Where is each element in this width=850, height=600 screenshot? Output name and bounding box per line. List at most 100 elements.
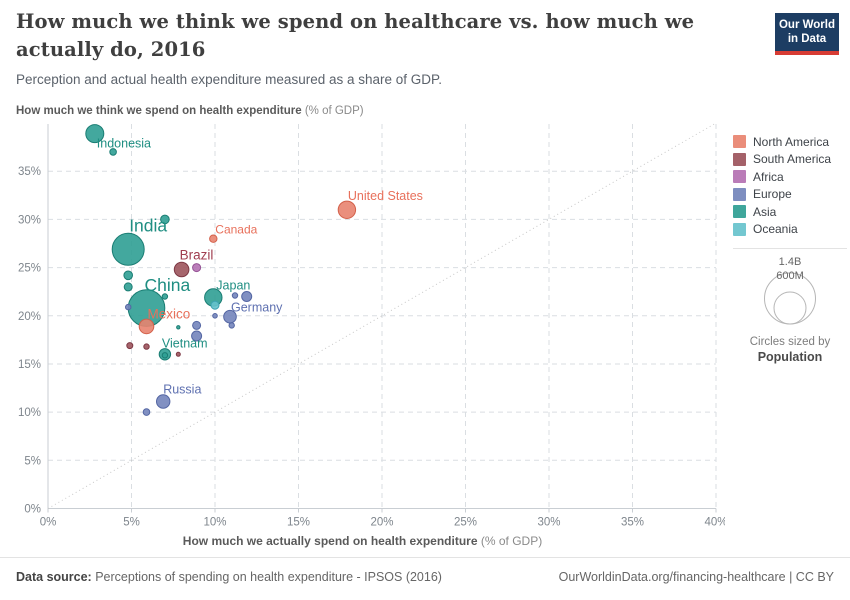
y-tick-label: 20%	[18, 311, 41, 323]
data-source-label: Data source:	[16, 570, 92, 584]
y-tick-label: 15%	[18, 359, 41, 371]
y-axis-title: How much we think we spend on health exp…	[16, 105, 364, 117]
data-point-asia[interactable]	[109, 148, 117, 156]
x-tick-label: 5%	[123, 517, 140, 529]
legend-label-oceania: Oceania	[753, 222, 798, 237]
data-point-india[interactable]	[111, 232, 145, 266]
x-axis-unit: (% of GDP)	[477, 534, 543, 548]
legend-item-africa[interactable]: Africa	[733, 168, 847, 186]
size-label-inner: 600M	[776, 270, 804, 282]
country-label-canada: Canada	[215, 223, 257, 237]
data-point-europe[interactable]	[192, 320, 202, 330]
data-point-south-america[interactable]	[126, 342, 134, 350]
x-tick-label: 20%	[370, 517, 393, 529]
footer-link[interactable]: OurWorldinData.org/financing-healthcare …	[558, 570, 834, 584]
data-point-asia[interactable]	[176, 325, 181, 330]
country-label-russia: Russia	[163, 383, 201, 397]
size-legend-circles: 1.4B 600M	[764, 256, 816, 325]
x-tick-label: 10%	[203, 517, 226, 529]
y-tick-label: 5%	[24, 455, 41, 467]
y-tick-label: 25%	[18, 263, 41, 275]
data-point-asia[interactable]	[161, 293, 169, 300]
data-point-asia[interactable]	[123, 270, 133, 281]
data-source: Data source: Perceptions of spending on …	[16, 570, 442, 584]
country-label-brazil: Brazil	[180, 248, 214, 263]
y-tick-label: 35%	[18, 166, 41, 178]
legend-swatch-south-america	[733, 152, 746, 166]
legend-swatch-europe	[733, 187, 746, 201]
country-label-united-states: United States	[348, 189, 423, 203]
legend-swatch-africa	[733, 170, 746, 184]
legend-label-europe: Europe	[753, 187, 792, 202]
data-point-south-america[interactable]	[143, 343, 150, 350]
data-point-united-states[interactable]	[337, 200, 357, 220]
y-tick-label: 30%	[18, 214, 41, 226]
data-point-brazil[interactable]	[173, 261, 190, 278]
data-point-europe[interactable]	[125, 303, 132, 311]
data-point-europe[interactable]	[142, 408, 151, 416]
size-legend-caption: Circles sized by	[749, 336, 831, 348]
country-label-china: China	[145, 275, 191, 295]
data-point-europe[interactable]	[241, 291, 253, 302]
data-point-canada[interactable]	[209, 234, 218, 243]
data-point-russia[interactable]	[156, 394, 171, 409]
y-axis-unit: (% of GDP)	[301, 105, 364, 117]
data-point-asia[interactable]	[160, 214, 170, 225]
data-point-asia[interactable]	[123, 282, 133, 292]
region-legend: North America South America Africa Europe As…	[733, 133, 847, 238]
legend-label-south-america: South America	[753, 152, 832, 167]
data-point-south-america[interactable]	[175, 351, 181, 357]
y-tick-label: 10%	[18, 407, 41, 419]
chart-area: 0% 5% 10% 15% 20% 25% 30% 35% 0% 5% 10% 15% 20% 25% 30…	[0, 103, 725, 558]
legend-swatch-asia	[733, 205, 746, 219]
legend-sidebar: North America South America Africa Europe As…	[733, 133, 847, 364]
country-label-japan: Japan	[216, 279, 250, 293]
legend-swatch-oceania	[733, 222, 746, 236]
size-legend-caption-bold: Population	[757, 350, 823, 364]
data-point-europe[interactable]	[228, 322, 235, 329]
x-tick-label: 25%	[454, 517, 477, 529]
size-label-outer: 1.4B	[779, 256, 802, 268]
x-tick-label: 35%	[621, 517, 644, 529]
owid-logo-line1: Our World	[778, 19, 835, 31]
parity-line	[47, 122, 717, 509]
x-tick-label: 15%	[287, 517, 310, 529]
country-label-indonesia: Indonesia	[97, 137, 151, 151]
x-tick-label: 30%	[537, 517, 560, 529]
page-subtitle: Perception and actual health expenditure…	[16, 72, 443, 87]
owid-logo[interactable]: Our World in Data	[775, 13, 839, 55]
legend-label-africa: Africa	[753, 169, 784, 184]
data-point-europe[interactable]	[212, 313, 218, 319]
data-point-europe[interactable]	[231, 292, 239, 299]
legend-item-oceania[interactable]: Oceania	[733, 221, 847, 239]
data-point-asia[interactable]	[161, 352, 169, 359]
y-tick-label: 0%	[24, 504, 41, 516]
size-circle-inner	[773, 291, 807, 325]
legend-swatch-north-america	[733, 135, 746, 149]
data-source-text: Perceptions of spending on health expend…	[91, 570, 442, 584]
legend-item-north-america[interactable]: North America	[733, 133, 847, 151]
legend-label-asia: Asia	[753, 204, 777, 219]
data-point-indonesia[interactable]	[85, 124, 105, 144]
data-point-africa[interactable]	[192, 263, 202, 273]
legend-item-europe[interactable]: Europe	[733, 186, 847, 204]
size-legend: 1.4B 600M Circles sized by Population	[733, 250, 847, 364]
legend-label-north-america: North America	[753, 134, 830, 149]
data-point-oceania[interactable]	[210, 300, 220, 310]
x-tick-label: 0%	[40, 517, 57, 529]
data-point-europe[interactable]	[191, 330, 203, 342]
data-point-mexico[interactable]	[138, 318, 155, 335]
x-tick-label: 40%	[704, 517, 725, 529]
legend-divider	[733, 248, 847, 249]
owid-logo-line2: in Data	[787, 33, 827, 46]
legend-item-asia[interactable]: Asia	[733, 203, 847, 221]
country-label-germany: Germany	[231, 301, 283, 315]
page-title: How much we think we spend on healthcare…	[16, 10, 695, 62]
footer: Data source: Perceptions of spending on …	[0, 557, 850, 600]
country-label-india: India	[129, 215, 167, 235]
legend-item-south-america[interactable]: South America	[733, 151, 847, 169]
scatter-plot: 0% 5% 10% 15% 20% 25% 30% 35% 0% 5% 10% 15% 20% 25% 30…	[18, 122, 725, 529]
country-label-vietnam: Vietnam	[162, 336, 208, 350]
x-axis-title: How much we actually spend on health exp…	[182, 534, 543, 548]
country-label-mexico: Mexico	[148, 306, 191, 321]
